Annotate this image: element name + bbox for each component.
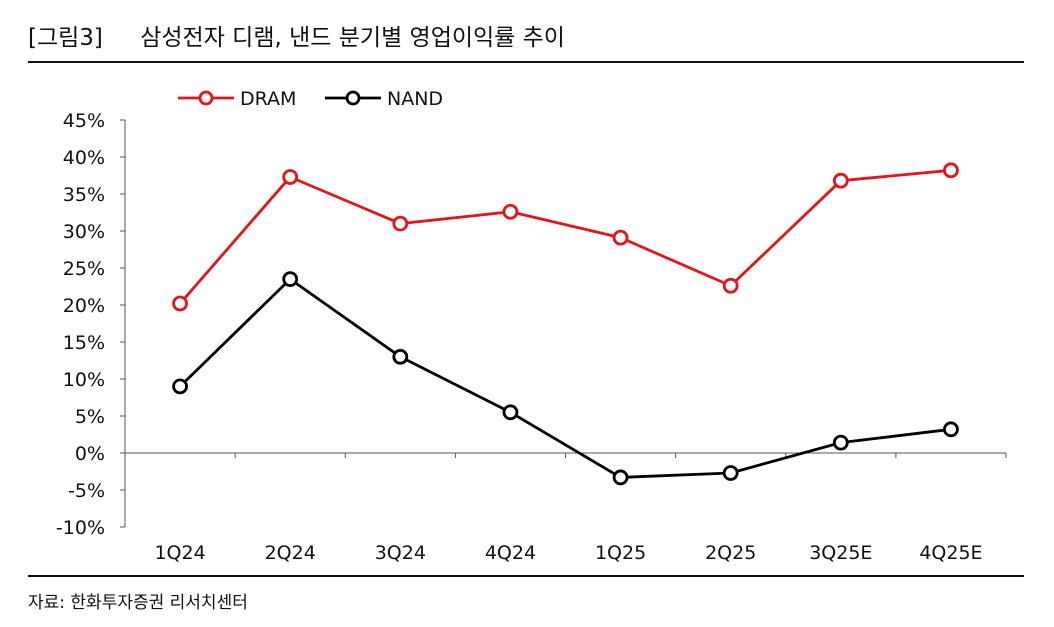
nand-data-point <box>282 271 299 288</box>
y-tick-label: 40% <box>63 147 105 169</box>
dram-data-point <box>832 172 849 189</box>
x-tick-label: 4Q25E <box>919 542 982 564</box>
line-chart: -10% -5% 0% 5% 10% 15% 20% 25% 30% 35% 40% 45% 1Q24 2… <box>56 88 1007 564</box>
bottom-rule <box>28 575 1024 577</box>
nand-data-point <box>172 378 188 395</box>
y-tick-label: 45% <box>63 110 105 132</box>
chart-header: [그림3] 삼성전자 디램, 낸드 분기별 영업이익률 추이 <box>28 18 565 52</box>
dram-data-point <box>943 162 959 179</box>
dram-data-point <box>392 215 409 232</box>
dram-data-point <box>612 229 629 246</box>
y-tick-label: 0% <box>75 443 105 465</box>
y-tick-label: 20% <box>63 295 105 317</box>
nand-data-point <box>502 404 519 421</box>
y-tick-label: -10% <box>56 517 105 539</box>
y-tick-label: -5% <box>68 480 105 502</box>
dram-data-point <box>282 169 299 185</box>
x-tick-label: 1Q24 <box>154 542 205 564</box>
dram-legend-marker <box>198 90 214 106</box>
dram-data-point <box>722 277 739 294</box>
nand-data-point <box>722 465 739 481</box>
y-tick-label: 5% <box>75 406 105 428</box>
nand-legend-marker <box>345 90 361 106</box>
x-tick-label: 3Q25E <box>809 542 872 564</box>
dram-data-point <box>172 295 188 312</box>
y-tick-label: 35% <box>63 184 105 206</box>
y-tick-label: 10% <box>63 369 105 391</box>
chart-title: 삼성전자 디램, 낸드 분기별 영업이익률 추이 <box>140 25 565 51</box>
dram-legend-label: DRAM <box>240 88 296 110</box>
dram-series-line <box>179 168 952 305</box>
x-tick-label: 2Q25 <box>705 542 756 564</box>
source-note: 자료: 한화투자증권 리서치센터 <box>28 593 248 613</box>
figure-label: [그림3] <box>28 25 103 51</box>
top-rule <box>28 61 1024 63</box>
nand-data-point <box>392 348 409 365</box>
nand-data-point <box>832 434 849 451</box>
nand-series-line <box>179 277 952 479</box>
y-tick-label: 25% <box>63 258 105 280</box>
x-tick-label: 4Q24 <box>485 542 536 564</box>
x-tick-label: 1Q25 <box>595 542 646 564</box>
nand-data-point <box>612 469 629 486</box>
x-tick-label: 2Q24 <box>265 542 316 564</box>
dram-data-point <box>502 203 519 220</box>
nand-legend-label: NAND <box>387 88 443 110</box>
x-tick-label: 3Q24 <box>375 542 426 564</box>
y-tick-label: 15% <box>63 332 105 354</box>
nand-data-point <box>943 421 959 438</box>
y-tick-label: 30% <box>63 221 105 243</box>
